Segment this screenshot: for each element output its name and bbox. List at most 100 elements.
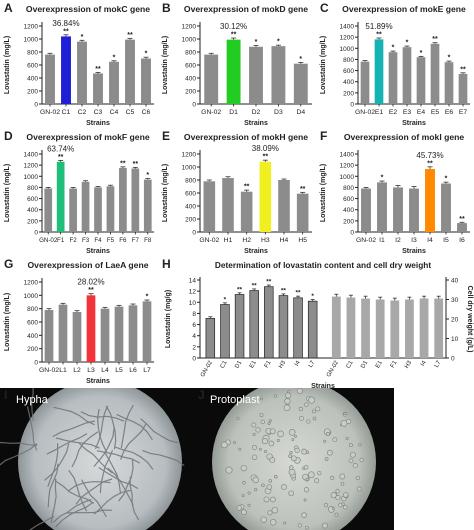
x-tick-label: E3 bbox=[403, 109, 412, 116]
bar bbox=[94, 187, 102, 232]
hypha-strand bbox=[80, 411, 125, 422]
bar bbox=[296, 193, 309, 232]
protoplast-cell bbox=[288, 429, 296, 436]
protoplast-cell bbox=[258, 447, 262, 451]
y-axis-label-right: Cell dry weight (g/L) bbox=[466, 286, 473, 353]
y-tick-label-right: 10 bbox=[451, 336, 459, 343]
protoplast-cell bbox=[251, 422, 257, 428]
hypha-strand bbox=[53, 406, 95, 426]
protoplast-cell bbox=[247, 491, 251, 495]
hypha-strand bbox=[142, 449, 185, 467]
protoplast-cell bbox=[288, 490, 295, 497]
lovastatin-bar bbox=[205, 318, 216, 359]
bar bbox=[143, 179, 152, 232]
bar bbox=[360, 61, 370, 104]
y-tick-label: 200 bbox=[185, 89, 196, 96]
bar bbox=[416, 57, 426, 104]
protoplast-cell bbox=[261, 483, 265, 488]
significance-mark: ** bbox=[432, 36, 438, 43]
x-tick-label: GN-02 bbox=[39, 367, 59, 374]
lovastatin-bar bbox=[307, 300, 318, 359]
x-tick-label: D1 bbox=[234, 359, 243, 369]
hypha-image bbox=[0, 388, 200, 530]
x-tick-label: E6 bbox=[445, 109, 454, 116]
y-tick-label: 1200 bbox=[24, 163, 39, 170]
lovastatin-bar bbox=[220, 304, 230, 359]
significance-mark: ** bbox=[427, 160, 433, 167]
hypha-strand bbox=[93, 489, 132, 515]
y-tick-label: 600 bbox=[185, 63, 196, 70]
y-tick-label-left: 8 bbox=[192, 311, 196, 318]
protoplast-cell bbox=[277, 430, 284, 438]
protoplast-cell bbox=[283, 404, 291, 412]
y-tick-label-left: 4 bbox=[192, 333, 196, 340]
bar bbox=[131, 168, 140, 232]
x-tick-label: F2 bbox=[69, 237, 77, 244]
bar bbox=[377, 182, 387, 232]
protoplast-cell bbox=[241, 494, 245, 498]
y-tick-label-left: 10 bbox=[189, 300, 197, 307]
bar bbox=[409, 188, 419, 232]
hypha-strand bbox=[0, 443, 38, 466]
x-axis-label: Strains bbox=[244, 120, 268, 127]
x-tick-label: L3 bbox=[87, 367, 95, 374]
protoplast-cell bbox=[304, 402, 309, 407]
protoplast-cell bbox=[335, 495, 341, 501]
y-tick-label: 1200 bbox=[340, 163, 355, 170]
protoplast-cell bbox=[287, 390, 291, 394]
protoplast-cell bbox=[266, 484, 273, 490]
protoplast-cell bbox=[296, 388, 303, 395]
significance-mark: ** bbox=[120, 160, 126, 167]
x-tick-label: E4 bbox=[417, 109, 426, 116]
y-tick-label: 600 bbox=[343, 68, 354, 75]
hypha-strand bbox=[50, 478, 57, 524]
x-tick-label: C6 bbox=[142, 109, 151, 116]
x-tick-label: I4 bbox=[420, 359, 428, 367]
y-tick-label: 1200 bbox=[340, 35, 355, 42]
y-tick-label: 0 bbox=[34, 102, 38, 109]
y-axis-label: Lovastatin (mg/L) bbox=[4, 164, 11, 222]
panel-letter: D bbox=[4, 129, 13, 143]
y-tick-label: 200 bbox=[27, 218, 38, 225]
bar bbox=[259, 161, 272, 232]
x-tick-label: L7 bbox=[434, 359, 443, 368]
y-tick-label: 1000 bbox=[340, 46, 355, 53]
protoplast-cell bbox=[238, 447, 242, 451]
hypha-micrograph: I Hypha bbox=[0, 388, 200, 530]
protoplast-cell bbox=[343, 504, 348, 510]
protoplast-cell bbox=[358, 442, 362, 447]
panel-letter: C bbox=[320, 1, 329, 15]
protoplast-cell bbox=[326, 449, 333, 456]
significance-mark: ** bbox=[231, 32, 237, 39]
bar bbox=[142, 301, 152, 362]
hypha-strand bbox=[55, 437, 100, 449]
x-tick-label: F1 bbox=[390, 359, 399, 369]
bar bbox=[58, 304, 68, 362]
protoplast-cell bbox=[299, 415, 304, 421]
protoplast-cell bbox=[269, 519, 277, 526]
significance-mark: * bbox=[448, 55, 451, 62]
protoplast-cell bbox=[269, 428, 276, 435]
x-axis-label: Strains bbox=[86, 378, 110, 385]
y-tick-label: 0 bbox=[192, 102, 196, 109]
protoplast-cell bbox=[252, 476, 260, 484]
protoplast-cell bbox=[315, 406, 321, 412]
y-tick-label: 600 bbox=[27, 63, 38, 70]
bar bbox=[457, 223, 467, 232]
y-tick-label: 800 bbox=[343, 185, 354, 192]
x-tick-label: F7 bbox=[132, 237, 140, 244]
bar bbox=[100, 308, 110, 362]
bar bbox=[271, 46, 286, 104]
x-tick-label: I5 bbox=[443, 237, 449, 244]
y-tick-label-right: 40 bbox=[451, 278, 459, 285]
x-tick-label: C4 bbox=[110, 109, 119, 116]
x-tick-label: E1 bbox=[249, 359, 258, 369]
y-tick-label: 600 bbox=[185, 191, 196, 198]
significance-mark: ** bbox=[296, 290, 302, 297]
hypha-strand bbox=[52, 420, 95, 438]
protoplast-cell bbox=[323, 439, 327, 443]
bar bbox=[109, 61, 119, 104]
protoplast-cell bbox=[284, 398, 291, 405]
x-tick-label: GN-02 bbox=[199, 237, 219, 244]
y-tick-label: 1000 bbox=[340, 174, 355, 181]
